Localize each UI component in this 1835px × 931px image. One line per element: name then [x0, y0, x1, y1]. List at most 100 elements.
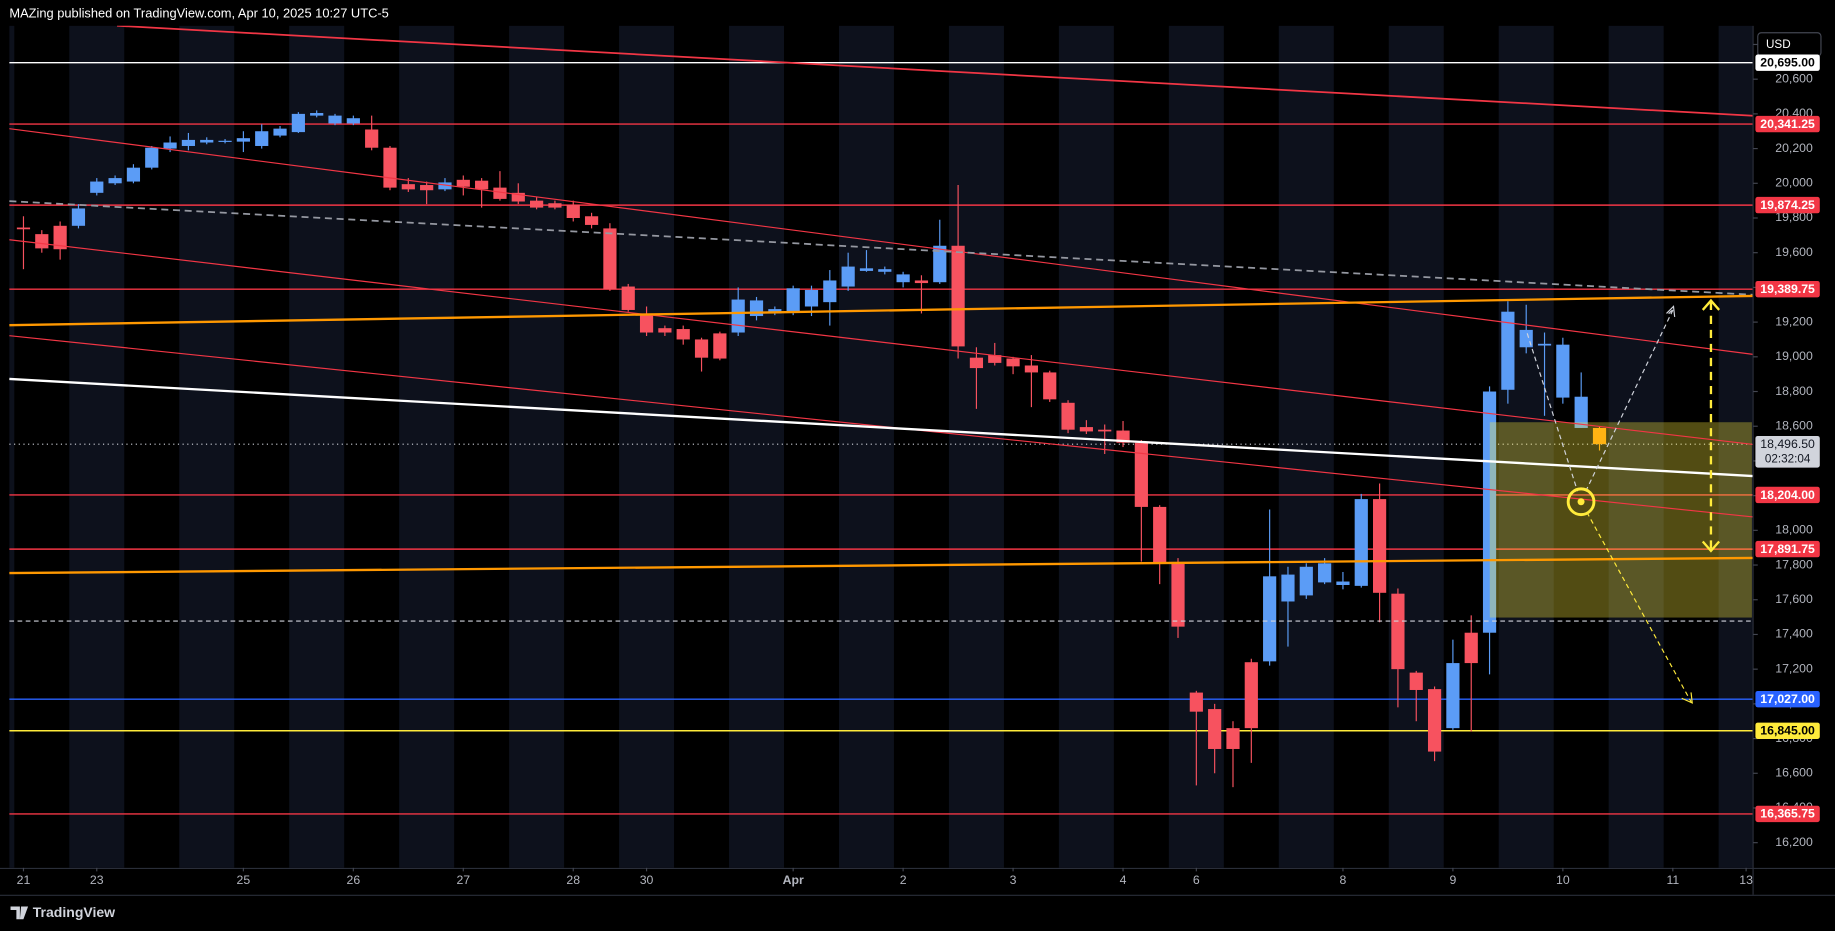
candle-body: [273, 128, 287, 136]
price-label-box: [1755, 115, 1820, 133]
header-text: MAZing published on TradingView.com, Apr…: [9, 5, 388, 20]
brand: TradingView: [33, 904, 115, 920]
candle-body: [145, 147, 159, 168]
y-tick-label: 17,600: [1775, 592, 1813, 606]
candle-body: [1519, 329, 1533, 348]
candle-body: [1537, 343, 1552, 346]
candle-body: [438, 182, 452, 190]
x-tick-label: 10: [1556, 873, 1570, 887]
price-label-box: [1755, 540, 1820, 558]
trendline: [9, 556, 1754, 575]
candle-body: [493, 187, 507, 199]
candle-body: [1299, 566, 1313, 596]
session-stripe: [179, 25, 235, 868]
y-tick-label: 20,600: [1775, 71, 1813, 85]
brand-logo: [10, 906, 29, 920]
price-label-box: [1755, 722, 1820, 739]
price-label: 17,027.00: [1760, 692, 1815, 706]
candle-body: [1464, 632, 1478, 664]
candle-body: [603, 228, 617, 290]
candle-body: [1043, 372, 1057, 400]
session-stripe: [69, 25, 125, 868]
y-tick-label: 18,600: [1775, 418, 1813, 432]
candle-body: [566, 204, 580, 218]
candle-body: [786, 288, 800, 313]
axes: 16,20016,40016,60016,80017,00017,20017,4…: [0, 25, 1835, 931]
path-arrow: [1586, 512, 1692, 703]
x-tick-label: 13: [1739, 873, 1753, 887]
y-tick-label: 18,000: [1775, 523, 1813, 537]
candle-body: [1079, 427, 1093, 432]
candle-body: [163, 142, 177, 149]
candle-body: [694, 339, 709, 358]
price-label: 16,365.75: [1760, 807, 1815, 821]
candle-body: [1226, 728, 1240, 749]
candle-body: [823, 280, 837, 303]
marker-circle: [1566, 487, 1596, 517]
arrow-head: [1666, 305, 1676, 318]
candle-body: [218, 140, 232, 142]
candle-body: [713, 333, 727, 359]
candle-body: [804, 290, 819, 307]
candle-body: [1098, 429, 1112, 432]
candle-body: [16, 227, 31, 230]
candle-body: [1482, 391, 1497, 633]
trendline: [116, 24, 1754, 117]
candle-body: [181, 139, 196, 146]
candle-body: [1134, 442, 1148, 507]
dashed-trendline: [9, 200, 1754, 296]
candle-body: [1244, 662, 1258, 729]
x-tick-label: 8: [1340, 873, 1347, 887]
candle-body: [841, 266, 855, 287]
candle-body: [420, 185, 434, 191]
target-zone: [1489, 422, 1752, 618]
candle-body: [90, 181, 104, 193]
candle-body: [878, 269, 892, 272]
session-stripe: [619, 25, 675, 868]
candle-body: [896, 274, 910, 283]
y-tick-label: 19,000: [1775, 349, 1813, 363]
y-tick-label: 19,800: [1775, 210, 1813, 224]
x-tick-label: 30: [640, 873, 654, 887]
candle-body: [401, 184, 415, 190]
candle-body: [365, 129, 379, 148]
x-tick-label: 3: [1010, 873, 1017, 887]
y-tick-label: 16,200: [1775, 835, 1813, 849]
trendline: [9, 128, 1754, 355]
x-tick-label: 4: [1120, 873, 1127, 887]
arrow-head: [1701, 540, 1721, 553]
candle-body: [1336, 581, 1350, 585]
x-tick-label: 6: [1193, 873, 1200, 887]
session-stripe: [1058, 25, 1114, 868]
candle-body: [475, 180, 489, 190]
candle-body: [1153, 506, 1167, 564]
x-tick-label: 27: [456, 873, 470, 887]
candle-body: [1501, 311, 1515, 390]
price-label: 18,204.00: [1760, 488, 1815, 502]
price-label: 17,891.75: [1760, 542, 1815, 556]
session-stripe: [1498, 25, 1554, 868]
session-stripe: [948, 25, 1004, 868]
x-tick-label: Apr: [783, 873, 804, 887]
session-stripe: [1608, 25, 1664, 868]
candle-body: [456, 179, 470, 187]
candle-body: [1592, 427, 1607, 445]
x-tick-label: 28: [566, 873, 580, 887]
candle-body: [1263, 576, 1277, 662]
candle-body: [511, 192, 525, 202]
x-tick-label: 23: [90, 873, 104, 887]
candle-body: [1318, 563, 1332, 583]
header-bar: [0, 0, 1835, 26]
session-stripe: [509, 25, 565, 868]
price-label-box: [1755, 54, 1820, 71]
session-stripe: [838, 25, 894, 868]
candle-body: [988, 355, 1002, 363]
price-levels: [9, 61, 1754, 815]
current-price-label: 18,496.50: [1760, 437, 1815, 451]
session-stripe: [729, 25, 785, 868]
candle-body: [731, 299, 745, 333]
x-tick-label: 26: [347, 873, 361, 887]
candle-body: [108, 178, 122, 184]
